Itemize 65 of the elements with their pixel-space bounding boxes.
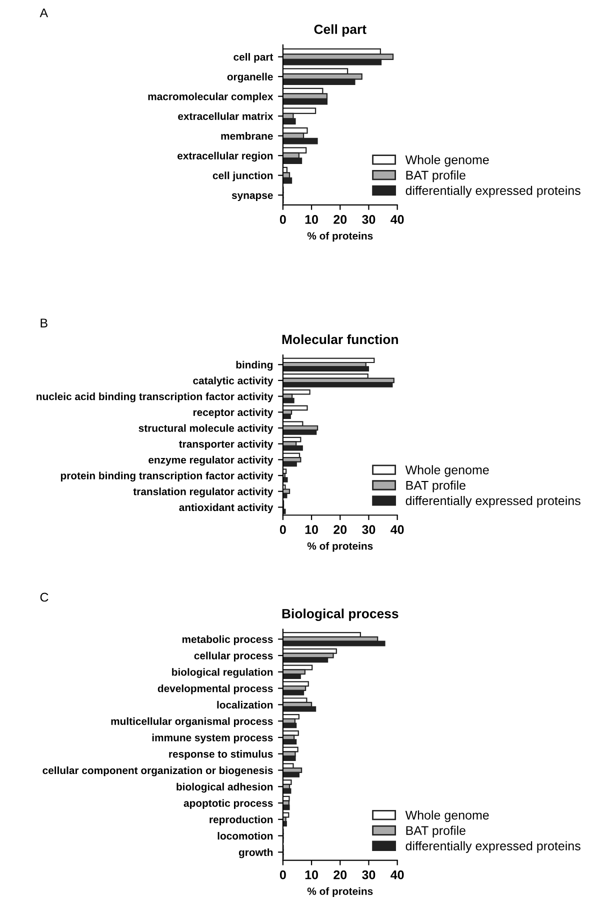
x-tick-label: 40 <box>390 870 404 880</box>
legend-label: differentially expressed proteins <box>406 186 580 198</box>
x-tick-label: 20 <box>334 525 347 534</box>
x-axis-title: % of proteins <box>307 232 373 242</box>
y-tick-label: organelle <box>227 72 273 83</box>
y-tick-label: cellular process <box>194 652 273 662</box>
x-tick-label: 10 <box>305 870 318 880</box>
y-tick-label: membrane <box>221 132 273 140</box>
y-tick-label: multicellular organismal process <box>111 717 273 728</box>
y-tick-label: protein binding transcription factor activity <box>60 472 274 482</box>
x-tick-label: 0 <box>280 525 286 534</box>
chart-title: Cell part <box>314 24 366 37</box>
y-tick-label: macromolecular complex <box>148 92 274 102</box>
x-tick-label: 30 <box>362 870 376 880</box>
y-tick-label: locomotion <box>218 832 273 840</box>
legend-label: Whole genome <box>405 465 489 477</box>
x-tick-label: 30 <box>362 525 376 534</box>
legend-label: differentially expressed proteins <box>406 496 580 508</box>
text: C <box>40 592 48 602</box>
x-tick-label: 20 <box>334 215 347 224</box>
y-tick-label: extracellular region <box>178 152 273 162</box>
y-tick-label: structural molecule activity <box>138 424 274 434</box>
y-tick-label: enzyme regulator activity <box>148 456 274 466</box>
y-tick-label: translation regulator activity <box>133 488 274 498</box>
legend-label: BAT profile <box>406 826 466 838</box>
y-tick-label: antioxidant activity <box>179 503 274 514</box>
x-tick-label: 20 <box>334 870 347 880</box>
y-tick-label: developmental process <box>158 684 273 694</box>
chart-title: Biological process <box>282 608 398 621</box>
y-tick-label: reproduction <box>210 816 273 826</box>
y-tick-label: binding <box>236 360 273 371</box>
chart-title: Molecular function <box>282 334 398 344</box>
x-tick-label: 0 <box>280 215 286 224</box>
y-tick-label: cell part <box>234 53 274 63</box>
text: B <box>40 318 48 328</box>
x-tick-label: 30 <box>362 215 376 224</box>
x-tick-label: 10 <box>305 525 318 534</box>
y-tick-label: catalytic activity <box>193 376 274 386</box>
legend-label: Whole genome <box>405 810 489 822</box>
y-tick-label: biological regulation <box>172 668 273 678</box>
y-tick-label: nucleic acid binding transcription factor activity <box>36 392 274 402</box>
x-axis-title: % of proteins <box>307 887 373 897</box>
legend-label: BAT profile <box>406 480 466 492</box>
legend-label: BAT profile <box>406 170 466 182</box>
y-tick-label: receptor activity <box>193 408 274 418</box>
y-tick-label: biological adhesion <box>176 782 273 793</box>
y-tick-label: localization <box>217 700 273 709</box>
y-tick-label: transporter activity <box>178 440 274 450</box>
y-tick-label: response to stimulus <box>169 750 273 760</box>
y-tick-label: synapse <box>232 193 273 202</box>
y-tick-label: extracellular matrix <box>178 112 274 120</box>
text: A <box>40 8 48 18</box>
y-tick-label: immune system process <box>152 734 273 744</box>
y-tick-label: growth <box>238 848 273 858</box>
y-tick-label: apoptotic process <box>184 799 273 809</box>
legend-label: differentially expressed proteins <box>406 841 580 853</box>
x-tick-label: 0 <box>280 870 286 880</box>
x-tick-label: 10 <box>305 215 318 224</box>
x-tick-label: 40 <box>390 215 404 224</box>
y-tick-label: metabolic process <box>182 635 273 646</box>
legend-label: Whole genome <box>405 155 489 167</box>
x-axis-title: % of proteins <box>307 542 373 552</box>
x-tick-label: 40 <box>390 525 404 534</box>
y-tick-label: cell junction <box>212 172 273 182</box>
y-tick-label: cellular component organization or biogenesis <box>42 766 273 776</box>
